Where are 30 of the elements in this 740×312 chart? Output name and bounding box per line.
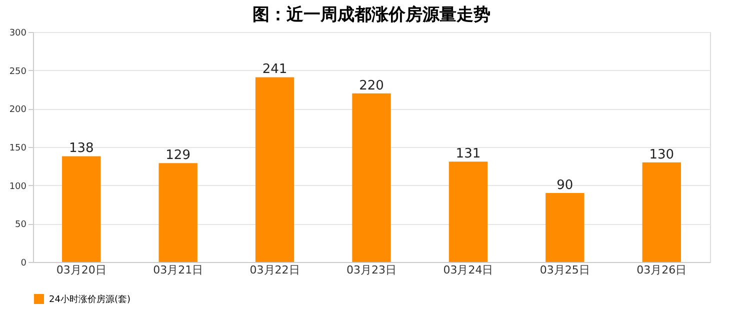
x-tick-label: 03月26日 <box>636 264 687 276</box>
x-tick-label: 03月23日 <box>346 264 396 276</box>
y-tick-label: 0 <box>20 258 27 268</box>
x-tick-label: 03月25日 <box>540 264 590 276</box>
data-label: 220 <box>359 78 384 94</box>
bar <box>62 156 101 262</box>
y-tick-label: 250 <box>9 66 27 77</box>
data-label: 241 <box>262 62 288 78</box>
bar <box>158 163 198 262</box>
data-label: 130 <box>649 147 674 162</box>
y-tick-label: 50 <box>15 220 27 230</box>
bar <box>352 93 391 262</box>
x-tick-label: 03月20日 <box>56 264 106 276</box>
bar <box>642 162 681 262</box>
data-label: 129 <box>166 148 190 164</box>
bar <box>546 193 584 262</box>
y-tick-label: 300 <box>9 28 27 38</box>
bar <box>448 162 488 262</box>
x-tick-label: 03月22日 <box>250 264 300 276</box>
y-tick-label: 200 <box>9 105 27 116</box>
data-label: 131 <box>456 146 481 162</box>
chart-title: 图：近一周成都涨价房源量走势 <box>252 5 490 25</box>
bar <box>255 77 294 262</box>
data-label: 138 <box>68 141 94 156</box>
x-tick-label: 03月21日 <box>153 264 204 276</box>
y-tick-label: 100 <box>9 182 27 192</box>
legend-label: 24小时涨价房源(套) <box>49 294 130 305</box>
x-tick-label: 03月24日 <box>443 264 494 276</box>
y-tick-label: 150 <box>9 144 27 154</box>
data-label: 90 <box>556 178 574 193</box>
